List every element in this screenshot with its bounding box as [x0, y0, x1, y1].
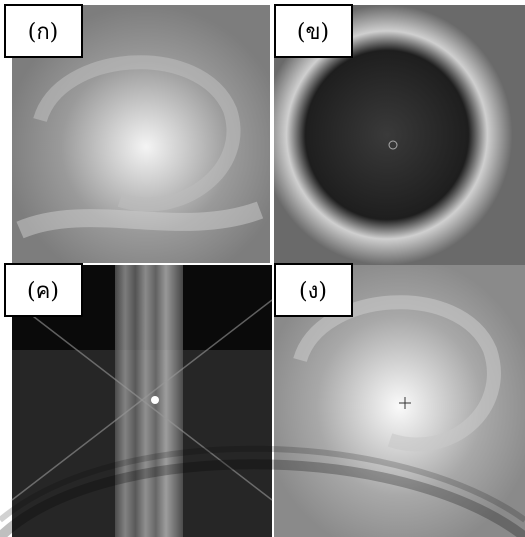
figure: (ก) (ข) (ค) (ง) [0, 0, 525, 537]
panel-label: (ข) [297, 20, 329, 45]
spectrum-center [151, 396, 159, 404]
cloud-band [20, 210, 260, 230]
spectrum-band [115, 265, 183, 537]
page: (ก) (ข) (ค) (ง) (() => { const data = JS… [0, 0, 525, 537]
panel-label: (ก) [28, 20, 59, 45]
panel-label: (ค) [27, 279, 59, 304]
panel-label: (ง) [299, 279, 327, 304]
